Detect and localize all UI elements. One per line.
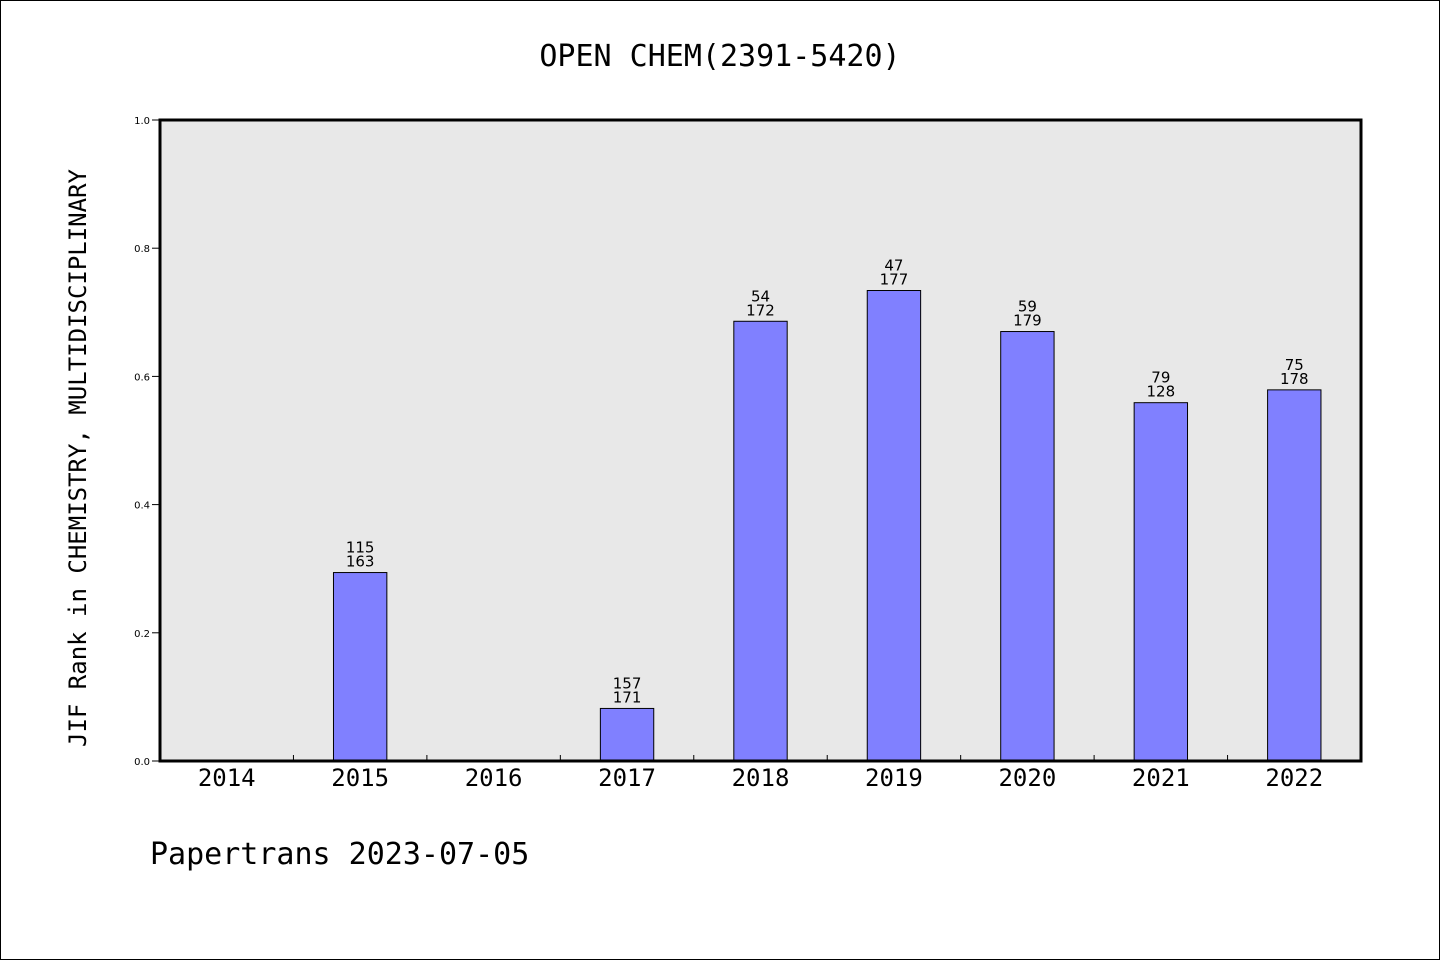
- data-label-rank: 115: [346, 539, 375, 557]
- data-label-total: 178: [1280, 370, 1309, 388]
- x-tick-label: 2020: [998, 764, 1056, 792]
- x-tick-label: 2016: [465, 764, 523, 792]
- y-axis-label: JIF Rank in CHEMISTRY, MULTIDISCIPLINARY: [64, 168, 92, 747]
- data-label-rank: 47: [884, 257, 903, 275]
- data-label-rank: 79: [1151, 369, 1170, 387]
- x-ticks-group: 2014 2015 2016 2017 2018 2019 2020 2021 2022: [198, 755, 1323, 792]
- data-label-rank: 54: [751, 287, 770, 305]
- y-tick-label: 0.6: [134, 372, 150, 383]
- y-tick-label: 0.2: [134, 629, 150, 640]
- bar-2020: [1000, 331, 1055, 762]
- x-tick-label: 2021: [1132, 764, 1190, 792]
- y-tick-label: 0.8: [134, 244, 150, 255]
- chart-title: OPEN CHEM(2391-5420): [539, 39, 900, 74]
- bar-2019: [866, 290, 922, 762]
- y-tick-label: 0.4: [134, 501, 150, 512]
- x-tick-label: 2019: [865, 764, 923, 792]
- y-ticks-group: 0.0 0.2 0.4 0.6 0.8 1.0: [134, 116, 160, 768]
- y-tick-label: 0.0: [134, 757, 150, 768]
- data-label-rank: 75: [1285, 356, 1304, 374]
- data-label-total: 171: [613, 688, 642, 706]
- y-tick-label: 1.0: [134, 116, 150, 127]
- bar-2015: [332, 572, 388, 762]
- data-label-total: 179: [1013, 312, 1042, 330]
- bar-2021: [1133, 402, 1189, 762]
- footer-text: Papertrans 2023-07-05: [150, 837, 529, 872]
- plot-border: [158, 118, 1363, 763]
- data-label-total: 163: [346, 553, 375, 571]
- x-tick-label: 2017: [598, 764, 656, 792]
- data-label-rank: 157: [613, 674, 642, 692]
- x-tick-label: 2014: [198, 764, 256, 792]
- x-tick-label: 2018: [732, 764, 790, 792]
- x-tick-label: 2022: [1265, 764, 1323, 792]
- x-tick-label: 2015: [331, 764, 389, 792]
- bars-group: [332, 290, 1322, 762]
- data-label-rank: 59: [1018, 298, 1037, 316]
- data-label-total: 128: [1147, 383, 1176, 401]
- data-label-total: 172: [746, 301, 775, 319]
- bar-2022: [1267, 389, 1322, 762]
- data-label-total: 177: [880, 271, 909, 289]
- bar-2017: [599, 707, 655, 762]
- bar-2018: [733, 320, 788, 762]
